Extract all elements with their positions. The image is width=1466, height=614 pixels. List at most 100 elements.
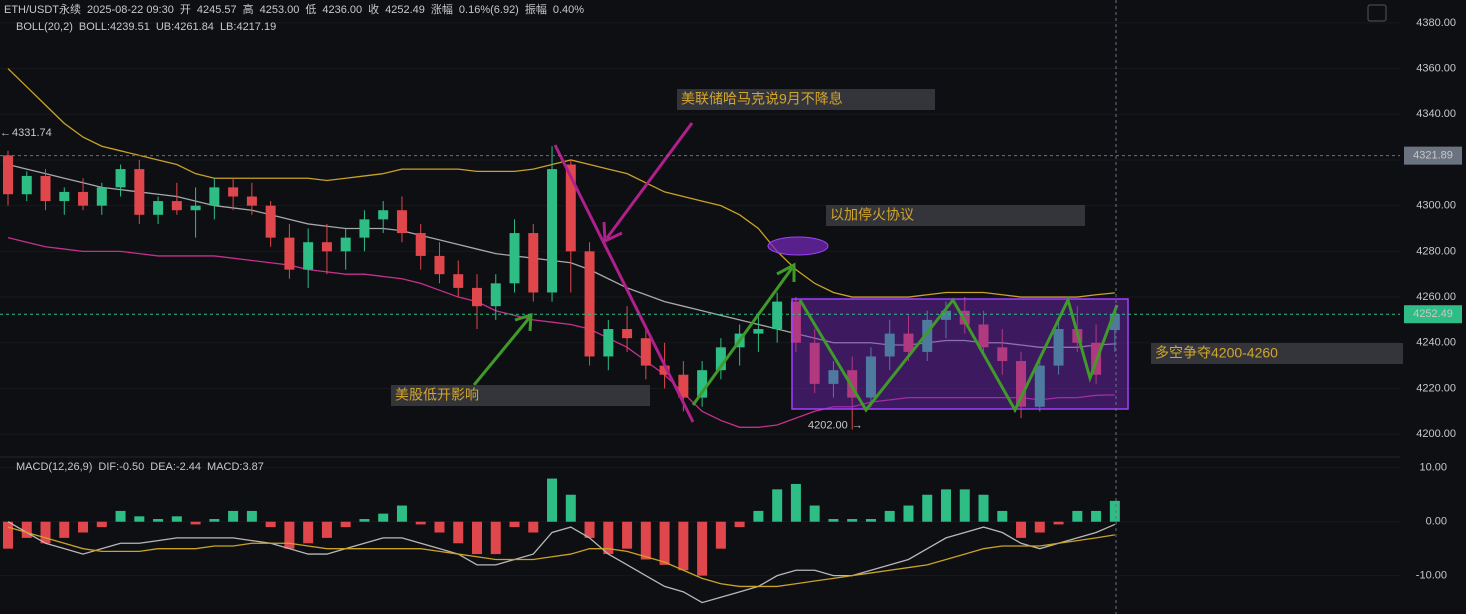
green-drawing [472,262,1119,414]
candle-body [847,370,858,398]
low-label: 4202.00 [808,419,848,431]
annotation-box [677,89,935,110]
candle-body [941,310,951,320]
candle-body [209,187,220,206]
macd-bar [3,521,13,549]
macd-bar [715,521,726,549]
candle-body [115,169,126,188]
candle-body [134,169,145,215]
magenta-drawing [553,122,695,423]
y-tick-label: 10.00 [1419,462,1447,474]
trend-line [553,144,695,423]
macd-bar [490,521,501,555]
candle-body [697,370,708,398]
price-axis: 4200.00 4220.00 4240.00 4260.00 4280.00 4300.… [1404,17,1462,582]
high-label: 4331.74 [12,127,52,139]
candle-body [453,274,464,288]
macd [3,478,1120,604]
macd-bar [865,519,876,522]
macd-bar [228,510,239,522]
y-tick-label: 4380.00 [1416,17,1456,29]
macd-bar [809,505,820,522]
y-tick-label: 4220.00 [1416,382,1456,394]
macd-bar [847,519,858,522]
candle-body [978,324,989,348]
macd-bar [209,519,220,522]
macd-bar [884,510,895,522]
header: ETH/USDT永续 2025-08-22 09:30 开 4245.57 高 4253.… [4,2,584,473]
candle-body [396,210,407,234]
candle-body [190,205,201,211]
candle-body [78,191,89,206]
y-tick-label: 4200.00 [1416,428,1456,440]
candle-body [284,237,295,270]
macd-bar [1034,521,1045,533]
legend-text: 高 [243,2,254,16]
macd-bar [697,521,708,576]
macd-bar [828,519,839,522]
arrow-head [602,221,623,244]
legend-text: 收 [368,2,379,16]
candle-body [490,283,501,307]
macd-bar [78,521,89,533]
candle-body [472,287,482,307]
annotation-box [391,385,650,406]
macd-bar [1016,521,1027,538]
candle-body [40,175,51,202]
candle-body [1109,314,1120,331]
candle-body [622,329,633,339]
highlight-ellipse [767,236,829,256]
y-tick-label: -10.00 [1416,570,1447,582]
macd-bar [678,521,689,571]
legend-text: DEA:-2.44 [150,461,201,473]
annotation: 美股低开影响 [395,387,479,403]
candle-body [153,201,164,215]
y-tick-label: 4340.00 [1416,108,1456,120]
y-tick-label: 4240.00 [1416,337,1456,349]
candle-body [96,187,107,206]
macd-bar [40,521,51,544]
macd-bar [509,521,520,528]
macd-bar [265,521,276,528]
macd-bar [528,521,539,533]
macd-bar [1091,510,1102,522]
legend-text: UB:4261.84 [156,21,214,33]
candle-body [772,301,783,330]
extreme-arrow: ← [0,127,11,139]
macd-bar [622,521,633,549]
band-line [7,237,1115,428]
legend-text: 0.16%(6.92) [459,4,519,16]
candle-body [678,374,689,398]
fullscreen-button[interactable] [1367,4,1387,22]
macd-bar [378,513,389,522]
arrow-head [776,262,796,282]
macd-line [7,521,1116,604]
macd-bar [772,489,783,522]
macd-bar [734,521,745,528]
macd-bar [340,521,351,528]
legend-text: 0.40% [553,4,584,16]
candle-body [997,347,1008,362]
annotation-box [1151,343,1403,364]
candle-body [959,310,970,325]
arrow-shaft [691,267,794,406]
macd-bar [472,521,482,555]
macd-bar [959,489,970,522]
candle-body [922,319,933,352]
candle-body [1053,329,1064,366]
candle-body [584,251,595,357]
candle-body [790,301,801,343]
candle-body [378,210,389,220]
arrow-head [514,312,533,332]
legend-text: BOLL(20,2) [16,21,73,33]
candle-body [246,196,257,206]
price-label-bg [1404,146,1462,165]
y-tick-label: 4360.00 [1416,62,1456,74]
candle-body [265,205,276,238]
macd-bar [96,521,107,528]
y-tick-label: 4280.00 [1416,245,1456,257]
annotation: 美联储哈马克说9月不降息 [681,91,843,107]
macd-bar [903,505,914,522]
arrow-shaft [605,122,694,239]
legend-text: ETH/USDT永续 [4,2,81,16]
